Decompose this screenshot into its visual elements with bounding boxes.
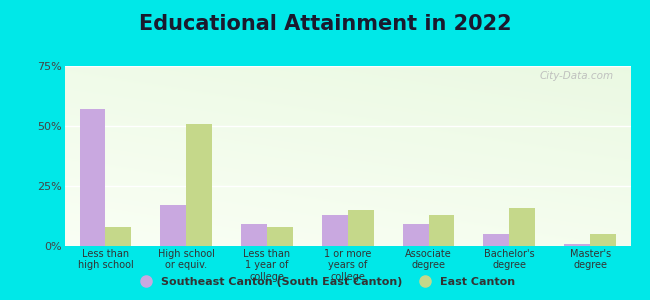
Text: Educational Attainment in 2022: Educational Attainment in 2022: [138, 14, 512, 34]
Bar: [267, 227, 292, 246]
Bar: [403, 224, 428, 246]
Bar: [79, 109, 105, 246]
Bar: [590, 234, 616, 246]
Bar: [428, 215, 454, 246]
Bar: [564, 244, 590, 246]
Bar: [241, 224, 267, 246]
Bar: [348, 210, 374, 246]
Text: City-Data.com: City-Data.com: [540, 71, 614, 81]
Bar: [510, 208, 535, 246]
Legend: Southeast Canton (South East Canton), East Canton: Southeast Canton (South East Canton), Ea…: [130, 273, 520, 291]
Bar: [105, 227, 131, 246]
Bar: [186, 124, 212, 246]
Bar: [161, 205, 186, 246]
Bar: [484, 234, 510, 246]
Bar: [322, 215, 348, 246]
